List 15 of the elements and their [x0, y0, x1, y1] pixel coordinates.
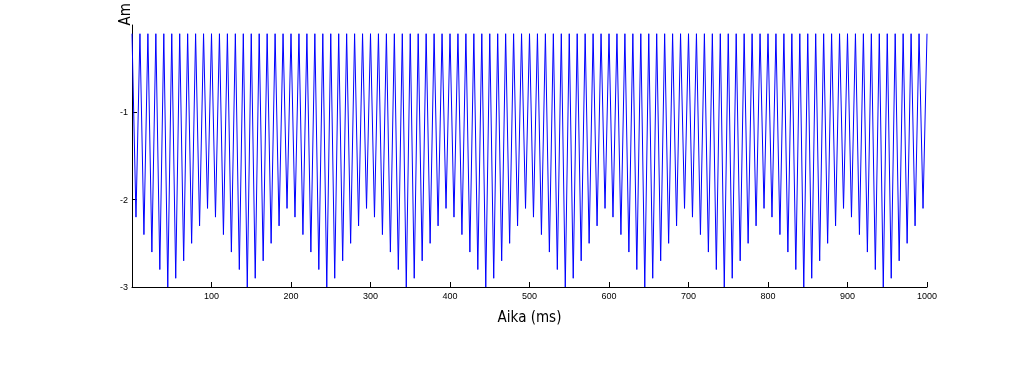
x-tick-label: 300: [362, 290, 379, 301]
x-tick-label: 900: [839, 290, 856, 301]
x-tick-label: 600: [601, 290, 617, 301]
y-axis-title: Am: [115, 3, 134, 26]
y-tick-label: -3: [119, 282, 128, 292]
x-tick-label: 700: [680, 290, 697, 301]
x-tick-label: 500: [521, 290, 538, 301]
y-tick-label: -2: [119, 194, 128, 205]
x-tick-label: 100: [203, 290, 220, 301]
x-tick-label: 400: [442, 290, 458, 301]
x-tick-label: 200: [283, 290, 299, 301]
x-tick-label: 800: [760, 290, 776, 301]
x-tick-label: 1000: [916, 290, 938, 301]
x-axis-title: Aika (ms): [497, 307, 562, 326]
y-tick-label: -1: [119, 107, 128, 118]
